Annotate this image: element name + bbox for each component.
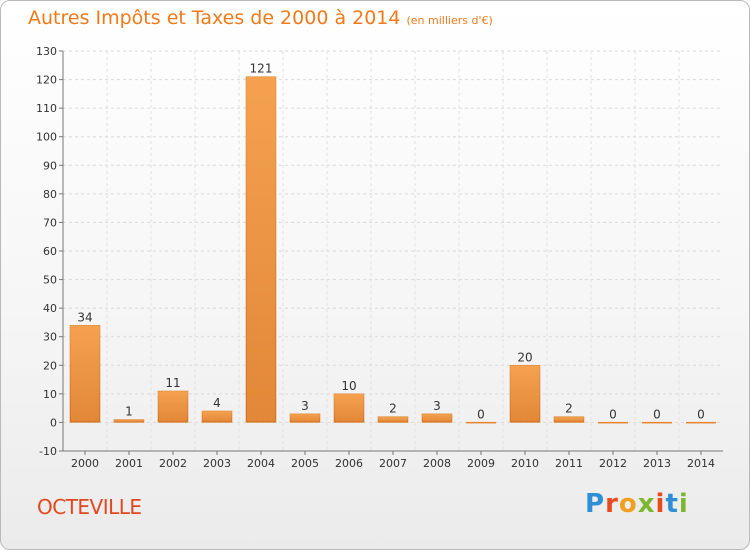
- value-label: 0: [697, 407, 705, 421]
- y-tick-label: 110: [36, 102, 57, 115]
- chart-title-text: Autres Impôts et Taxes de 2000 à 2014: [28, 7, 401, 29]
- value-label: 1: [125, 405, 133, 419]
- x-tick-label: 2008: [423, 457, 451, 470]
- bar-highlight: [555, 417, 583, 422]
- value-label: 3: [433, 399, 441, 413]
- y-tick-label: 130: [36, 45, 57, 58]
- x-tick-label: 2011: [555, 457, 583, 470]
- x-tick-label: 2005: [291, 457, 319, 470]
- value-label: 0: [653, 407, 661, 421]
- logo-letter: o: [618, 489, 638, 519]
- bar-highlight: [247, 77, 275, 422]
- bar-2009: [466, 421, 496, 424]
- y-tick-label: 30: [43, 331, 57, 344]
- bar-2014: [686, 421, 716, 424]
- x-tick-label: 2009: [467, 457, 495, 470]
- y-tick-label: 20: [43, 359, 57, 372]
- bar-2013: [642, 421, 672, 424]
- x-tick-label: 2000: [71, 457, 99, 470]
- chart-unit: (en milliers d'€): [406, 14, 493, 27]
- bar-highlight: [203, 412, 231, 422]
- value-label: 20: [517, 350, 532, 364]
- bar-2012: [598, 421, 628, 424]
- value-label: 3: [301, 399, 309, 413]
- chart-title: Autres Impôts et Taxes de 2000 à 2014 (en…: [28, 7, 493, 29]
- x-tick-label: 2013: [643, 457, 671, 470]
- value-label: 0: [609, 407, 617, 421]
- bar-highlight: [291, 414, 319, 422]
- x-tick-label: 2006: [335, 457, 363, 470]
- logo-letter: x: [637, 489, 656, 519]
- bar-highlight: [335, 394, 363, 422]
- y-tick-label: 40: [43, 302, 57, 315]
- x-tick-label: 2001: [115, 457, 143, 470]
- y-tick-label: 90: [43, 159, 57, 172]
- value-label: 121: [250, 62, 273, 76]
- bar-highlight: [423, 414, 451, 422]
- value-label: 2: [565, 402, 573, 416]
- proxiti-logo: Proxiti: [585, 489, 689, 519]
- logo-letter: P: [585, 489, 606, 519]
- value-label: 4: [213, 396, 221, 410]
- y-tick-label: 80: [43, 188, 57, 201]
- y-tick-label: 10: [43, 388, 57, 401]
- bar-highlight: [511, 366, 539, 422]
- y-tick-label: 120: [36, 74, 57, 87]
- y-tick-label: 50: [43, 274, 57, 287]
- value-label: 11: [165, 376, 180, 390]
- logo-letter: r: [605, 489, 619, 519]
- x-tick-label: 2010: [511, 457, 539, 470]
- y-tick-label: 100: [36, 131, 57, 144]
- y-tick-label: 70: [43, 216, 57, 229]
- bar-highlight: [379, 417, 407, 422]
- value-label: 10: [341, 379, 356, 393]
- y-tick-label: 0: [50, 416, 57, 429]
- value-label: 2: [389, 402, 397, 416]
- value-label: 34: [77, 310, 92, 324]
- x-tick-label: 2002: [159, 457, 187, 470]
- bar-highlight: [71, 326, 99, 422]
- y-tick-label: 60: [43, 245, 57, 258]
- value-label: 0: [477, 407, 485, 421]
- bar-highlight: [115, 420, 143, 422]
- x-tick-label: 2012: [599, 457, 627, 470]
- bar-highlight: [159, 392, 187, 422]
- x-tick-label: 2007: [379, 457, 407, 470]
- logo-letter: t: [665, 489, 679, 519]
- logo-letter: i: [655, 489, 666, 519]
- commune-name: OCTEVILLE: [37, 495, 142, 519]
- x-tick-label: 2014: [687, 457, 715, 470]
- logo-letter: i: [678, 489, 689, 519]
- y-tick-label: -10: [39, 445, 57, 458]
- x-tick-label: 2004: [247, 457, 275, 470]
- x-tick-label: 2003: [203, 457, 231, 470]
